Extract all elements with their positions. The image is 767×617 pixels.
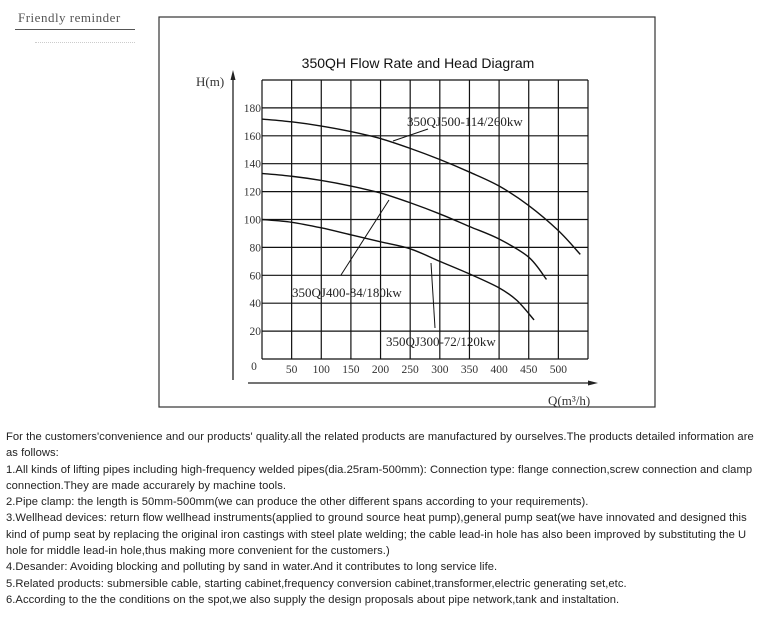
friendly-reminder-heading: Friendly reminder	[18, 10, 121, 25]
x-tick-label: 250	[402, 364, 420, 376]
x-tick-label: 400	[490, 364, 508, 376]
series-curve-0	[261, 118, 581, 255]
x-tick-label: 200	[372, 364, 390, 376]
list-item: 4.Desander: Avoiding blocking and pollut…	[6, 561, 498, 574]
divider	[35, 42, 135, 44]
leader-line-300	[430, 262, 436, 329]
series-curve-1	[261, 172, 548, 280]
x-tick-label: 150	[342, 364, 360, 376]
list-item: 2.Pipe clamp: the length is 50mm-500mm(w…	[6, 496, 589, 509]
y-tick-label: 140	[244, 159, 262, 171]
y-axis-arrow-icon	[230, 70, 236, 80]
x-tick-label: 100	[313, 364, 331, 376]
x-axis-arrow-icon	[588, 380, 598, 386]
heading-underline	[15, 29, 135, 30]
y-tick-label: 80	[250, 242, 262, 254]
series-curve-2	[261, 218, 535, 321]
y-tick-label: 20	[250, 326, 262, 338]
list-item: 3.Wellhead devices: return flow wellhead…	[6, 512, 747, 558]
y-tick-label: 100	[244, 215, 262, 227]
list-item: 6.According to the the conditions on the…	[6, 593, 620, 606]
chart-frame	[158, 16, 656, 408]
flow-head-chart: 350QH Flow Rate and Head Diagram 20 40 60 8…	[158, 16, 656, 408]
y-tick-label: 40	[250, 298, 262, 310]
x-axis-label: Q(m³/h)	[548, 393, 590, 408]
product-description: For the customers'convenience and our pr…	[6, 429, 766, 608]
list-item: 1.All kinds of lifting pipes including h…	[6, 463, 753, 492]
series-label-300: 350QJ300-72/120kw	[386, 334, 496, 349]
x-tick-label: 500	[550, 364, 568, 376]
y-tick-label: 160	[244, 131, 262, 143]
intro-paragraph: For the customers'convenience and our pr…	[6, 431, 754, 460]
series-label-500: 350QJ500-114/260kw	[407, 114, 523, 129]
y-tick-label: 180	[244, 103, 262, 115]
y-tick-label: 60	[250, 270, 262, 282]
series-label-400: 350QJ400-84/180kw	[292, 285, 402, 300]
x-tick-label: 0	[251, 361, 257, 373]
tick-labels: 20 40 60 80 100 120 140 160 180 0 50 100 150 200 250 30…	[244, 103, 567, 376]
chart-title: 350QH Flow Rate and Head Diagram	[302, 55, 535, 71]
x-tick-label: 300	[431, 364, 449, 376]
y-tick-label: 120	[244, 187, 262, 199]
leader-line-500	[392, 128, 429, 142]
x-tick-label: 350	[461, 364, 479, 376]
x-tick-label: 450	[520, 364, 538, 376]
x-tick-label: 50	[286, 364, 298, 376]
leader-line-400	[340, 199, 390, 276]
curves	[261, 118, 581, 321]
y-axis-label: H(m)	[196, 74, 224, 89]
list-item: 5.Related products: submersible cable, s…	[6, 577, 627, 590]
